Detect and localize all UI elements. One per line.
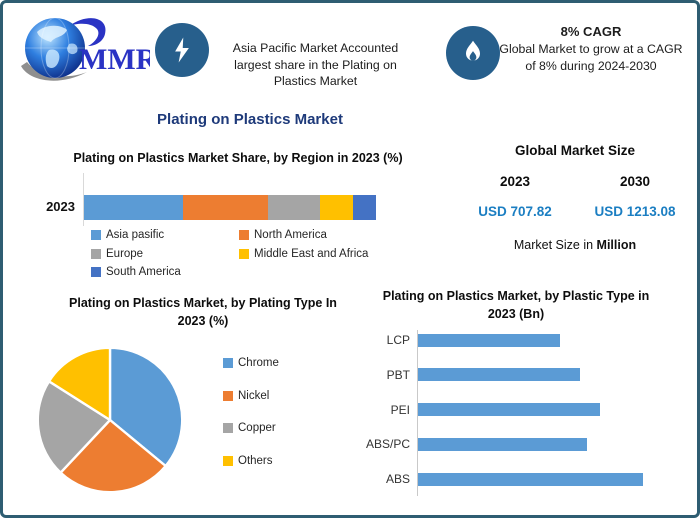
legend-label: Copper xyxy=(238,422,276,434)
region-legend-item: Middle East and Africa xyxy=(239,245,401,264)
legend-label: Asia pasific xyxy=(106,229,165,242)
region-segment-north-america xyxy=(183,195,268,220)
hbar-row-lcp: LCP xyxy=(355,333,560,347)
hbar-row-abs-pc: ABS/PC xyxy=(355,437,587,451)
pie-chart-legend: Chrome Nickel Copper Others xyxy=(223,357,279,467)
legend-swatch-icon xyxy=(239,230,249,241)
hbar-row-pbt: PBT xyxy=(355,368,580,382)
market-size-year-2030: 2030 xyxy=(619,174,651,189)
plastic-bar-chart: LCP PBT PEI ABS/PC ABS xyxy=(355,333,690,503)
market-size-heading: Global Market Size xyxy=(514,143,636,158)
legend-swatch-icon xyxy=(223,455,233,466)
pie-legend-item: Nickel xyxy=(223,390,279,402)
cagr-text: Global Market to grow at a CAGR of 8% du… xyxy=(499,42,683,73)
pie-slice-nickel xyxy=(59,418,167,494)
market-size-value-2030: USD 1213.08 xyxy=(594,204,676,219)
plastic-chart-axis xyxy=(417,330,418,496)
region-legend-item: Europe xyxy=(91,245,239,264)
region-segment-asia-pasific xyxy=(84,195,184,220)
hbar-category-label: LCP xyxy=(386,333,410,347)
region-legend-item: South America xyxy=(91,263,239,282)
market-size-value-2023: USD 707.82 xyxy=(478,204,552,219)
region-chart-category-label: 2023 xyxy=(46,199,75,214)
pie-slice-chrome xyxy=(108,346,184,468)
legend-swatch-icon xyxy=(223,423,233,433)
pie-legend-item: Chrome xyxy=(223,357,279,369)
region-chart-axis xyxy=(83,173,84,226)
pie-slice-others xyxy=(47,346,112,422)
legend-label: South America xyxy=(106,266,181,279)
legend-swatch-icon xyxy=(223,390,233,401)
hbar-bar xyxy=(418,403,601,417)
mmr-logo: MMR xyxy=(21,17,150,81)
legend-swatch-icon xyxy=(91,230,101,241)
logo-continent-south xyxy=(45,49,60,68)
hbar-bar xyxy=(418,472,643,486)
legend-swatch-icon xyxy=(91,248,101,259)
market-size-note-unit: Million xyxy=(596,238,637,252)
logo-text: MMR xyxy=(79,43,150,76)
logo-swoosh-blue xyxy=(69,18,106,46)
legend-swatch-icon xyxy=(223,358,233,368)
hbar-bar xyxy=(418,333,560,347)
plastic-chart-title: Plating on Plastics Market, by Plastic T… xyxy=(382,289,650,321)
hbar-category-label: ABS xyxy=(385,472,410,487)
logo-swoosh-gray xyxy=(21,62,87,81)
region-chart-legend: Asia pasific North America Europe Middle Ea… xyxy=(91,226,401,282)
market-size-note: Market Size in Million xyxy=(455,238,695,252)
legend-swatch-icon xyxy=(91,267,101,278)
hbar-bar xyxy=(418,368,580,382)
region-chart-title: Plating on Plastics Market Share, by Reg… xyxy=(73,151,403,165)
legend-swatch-icon xyxy=(239,248,249,259)
region-legend-item: North America xyxy=(239,226,401,245)
pie-slice-copper xyxy=(36,380,112,474)
header-cagr-block: 8% CAGR Global Market to grow at a CAGR … xyxy=(497,24,685,74)
pie-legend-item: Copper xyxy=(223,422,279,434)
region-segment-middle-east-and-africa xyxy=(320,195,353,220)
legend-label: North America xyxy=(254,229,327,242)
pie-legend-item: Others xyxy=(223,455,279,467)
legend-label: Others xyxy=(238,454,273,467)
plating-type-pie-chart xyxy=(36,346,184,494)
flame-icon-circle xyxy=(446,26,500,80)
cagr-title: 8% CAGR xyxy=(560,24,622,39)
flame-icon xyxy=(466,40,480,61)
hbar-category-label: PBT xyxy=(386,367,410,382)
lightning-icon xyxy=(175,37,189,63)
logo-meridian xyxy=(40,17,70,79)
region-segment-europe xyxy=(267,195,321,220)
hbar-row-abs: ABS xyxy=(355,472,643,486)
legend-label: Chrome xyxy=(238,357,279,369)
header-fact-asia-pacific: Asia Pacific Market Accounted largest sh… xyxy=(232,41,399,89)
region-segment-south-america xyxy=(352,195,376,220)
hbar-bar xyxy=(418,437,587,451)
logo-continent-east xyxy=(67,43,78,55)
hbar-category-label: ABS/PC xyxy=(365,437,410,452)
market-size-note-prefix: Market Size in xyxy=(513,238,597,252)
lightning-icon-circle xyxy=(155,23,209,77)
hbar-row-pei: PEI xyxy=(355,402,601,417)
market-size-year-2023: 2023 xyxy=(499,174,531,189)
logo-continent-north xyxy=(37,25,67,42)
pie-chart-title: Plating on Plastics Market, by Plating T… xyxy=(69,296,337,328)
page-title: Plating on Plastics Market xyxy=(157,111,343,128)
market-size-values: USD 707.82 USD 1213.08 xyxy=(455,204,695,219)
hbar-category-label: PEI xyxy=(390,402,410,417)
legend-label: Middle East and Africa xyxy=(254,247,369,260)
region-stacked-bar xyxy=(84,195,376,220)
region-legend-item: Asia pasific xyxy=(91,226,239,245)
legend-label: Nickel xyxy=(238,389,270,402)
legend-label: Europe xyxy=(106,247,144,260)
market-size-years: 2023 2030 xyxy=(455,174,695,189)
